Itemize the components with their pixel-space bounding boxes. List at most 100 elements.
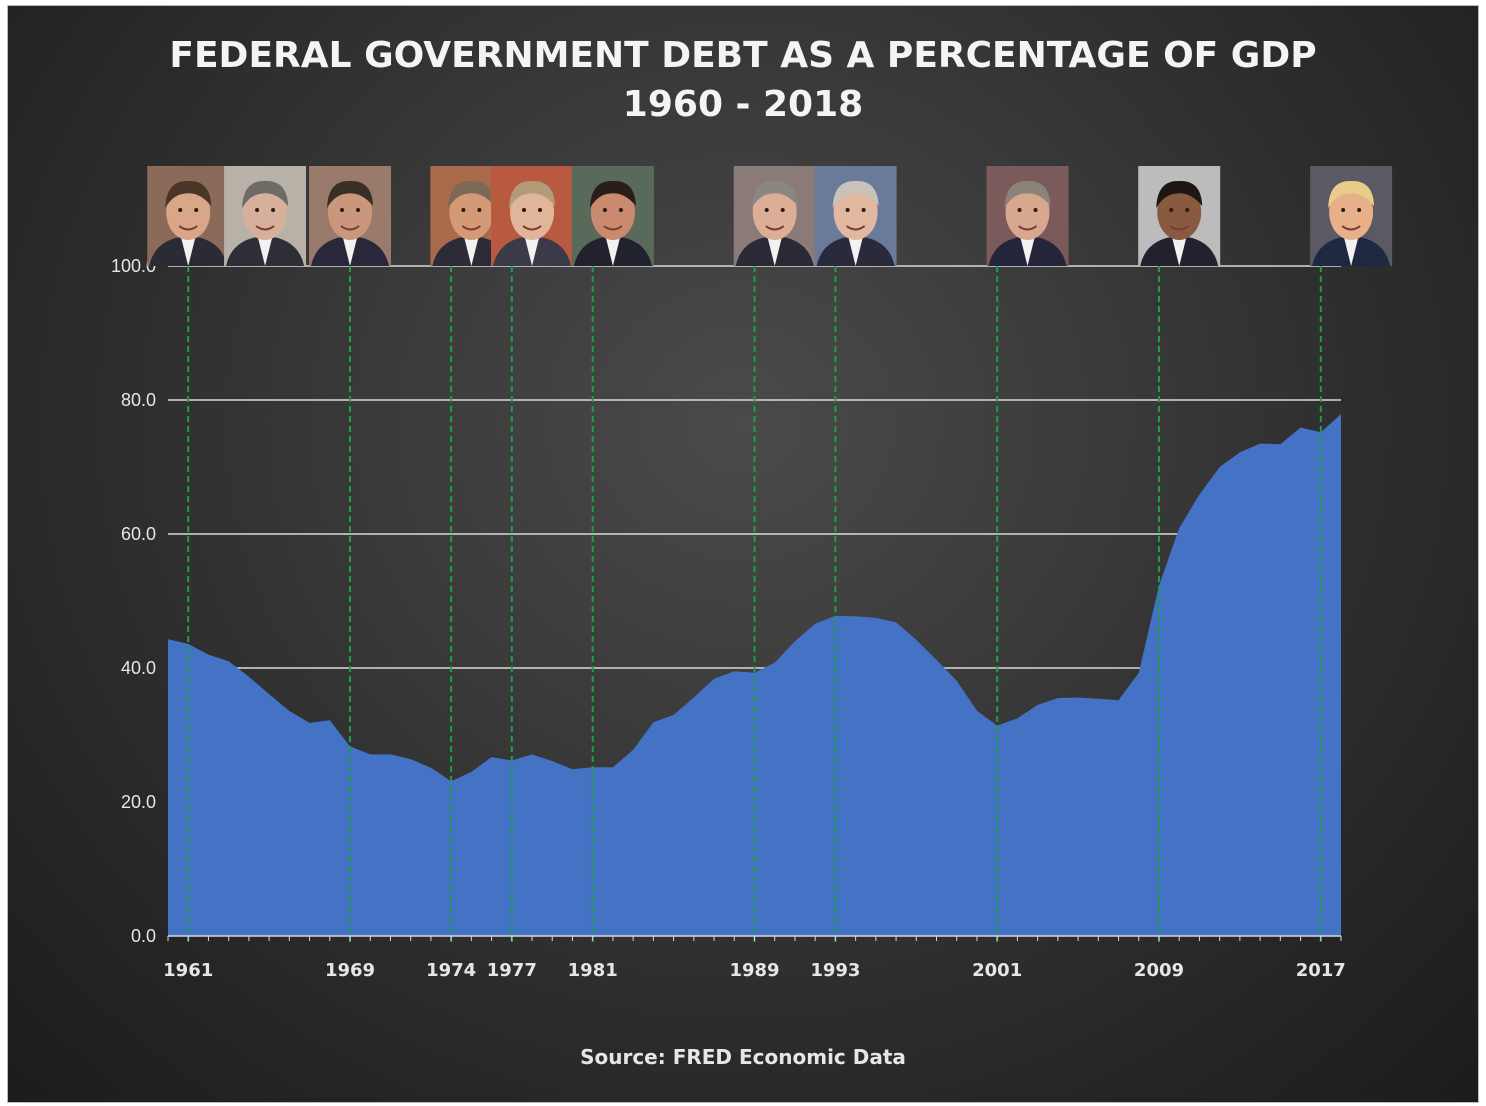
y-tick-label: 100.0: [111, 256, 156, 276]
president-portrait: [733, 166, 816, 266]
portrait-eye: [477, 208, 482, 212]
x-tick-label: 1961: [163, 960, 213, 981]
portrait-collar: [464, 238, 479, 266]
y-tick-label: 60.0: [121, 524, 156, 544]
x-tick-label: 1974: [426, 960, 476, 981]
president-portrait: [814, 166, 897, 266]
portrait-collar: [605, 238, 620, 266]
portrait-eye: [764, 208, 769, 212]
portrait-mouth: [1169, 225, 1189, 231]
chart-svg: FEDERAL GOVERNMENT DEBT AS A PERCENTAGE …: [111, 35, 1393, 1069]
portrait-mouth: [846, 225, 866, 231]
x-tick-label: 1969: [325, 960, 375, 981]
portrait-hair: [832, 180, 879, 208]
portrait-face: [833, 184, 878, 240]
plot-area: [168, 414, 1341, 937]
x-tick-label: 2009: [1134, 960, 1184, 981]
portrait-eye: [178, 208, 183, 212]
portrait-hair: [1004, 180, 1051, 208]
president-portrait: [491, 166, 574, 266]
portrait-eye: [522, 208, 527, 212]
x-tick-label: 2017: [1296, 960, 1346, 981]
portrait-eye: [1185, 208, 1190, 212]
portrait-eye: [1357, 208, 1362, 212]
x-tick-label: 1989: [729, 960, 779, 981]
president-portrait: [986, 166, 1069, 266]
portrait-face: [449, 184, 494, 240]
portrait-collar: [848, 238, 863, 266]
portrait-mouth: [178, 225, 198, 231]
portrait-hair: [1156, 180, 1203, 208]
portrait-eye: [356, 208, 361, 212]
portrait-eye: [602, 208, 607, 212]
president-portrait: [224, 166, 307, 266]
portrait-face: [166, 184, 211, 240]
portrait-mouth: [340, 225, 360, 231]
portrait-eye: [255, 208, 260, 212]
portrait-hair: [242, 180, 289, 208]
transition-markers: [187, 266, 1322, 946]
source-note: Source: FRED Economic Data: [580, 1045, 906, 1069]
portrait-mouth: [603, 225, 623, 231]
portrait-collar: [258, 238, 273, 266]
x-tick-label: 2001: [972, 960, 1022, 981]
portrait-hair: [165, 180, 212, 208]
portrait-hair: [751, 180, 798, 208]
portrait-collar: [1020, 238, 1035, 266]
portrait-collar: [1344, 238, 1359, 266]
portrait-mouth: [255, 225, 275, 231]
y-tick-label: 40.0: [121, 658, 156, 678]
portrait-face: [1005, 184, 1050, 240]
portrait-eye: [618, 208, 623, 212]
x-tick-label: 1977: [487, 960, 537, 981]
portrait-eye: [1341, 208, 1346, 212]
portrait-eye: [1017, 208, 1022, 212]
chart-title: FEDERAL GOVERNMENT DEBT AS A PERCENTAGE …: [169, 35, 1316, 76]
portrait-face: [752, 184, 797, 240]
chart-frame: FEDERAL GOVERNMENT DEBT AS A PERCENTAGE …: [8, 6, 1478, 1102]
y-tick-label: 20.0: [121, 792, 156, 812]
portrait-hair: [327, 180, 374, 208]
portrait-collar: [1172, 238, 1187, 266]
president-portrait: [309, 166, 392, 266]
chart-subtitle: 1960 - 2018: [623, 84, 863, 125]
portrait-mouth: [522, 225, 542, 231]
portrait-face: [243, 184, 288, 240]
portrait-mouth: [1017, 225, 1038, 231]
portrait-eye: [271, 208, 276, 212]
president-portrait: [1310, 166, 1393, 266]
x-tick-label: 1993: [810, 960, 860, 981]
portrait-hair: [1328, 180, 1375, 208]
portrait-hair: [448, 180, 495, 208]
portrait-face: [1329, 184, 1374, 240]
portrait-face: [328, 184, 373, 240]
portrait-collar: [181, 238, 196, 266]
portrait-collar: [343, 238, 358, 266]
portrait-eye: [538, 208, 543, 212]
portrait-eye: [861, 208, 866, 212]
portraits: [147, 166, 1393, 266]
president-portrait: [1138, 166, 1221, 266]
portrait-mouth: [461, 225, 481, 231]
portrait-hair: [589, 180, 636, 208]
y-tick-label: 0.0: [131, 926, 156, 946]
portrait-face: [1157, 184, 1202, 240]
portrait-eye: [845, 208, 850, 212]
portrait-eye: [780, 208, 785, 212]
portrait-eye: [1033, 208, 1038, 212]
president-portrait: [147, 166, 230, 266]
y-tick-label: 80.0: [121, 390, 156, 410]
president-portrait: [571, 166, 654, 266]
portrait-collar: [525, 238, 540, 266]
x-tick-label: 1981: [568, 960, 618, 981]
portrait-mouth: [1341, 225, 1361, 231]
portrait-face: [510, 184, 555, 240]
portrait-eye: [461, 208, 466, 212]
portrait-hair: [509, 180, 556, 208]
debt-area-series: [168, 414, 1341, 937]
portrait-face: [590, 184, 635, 240]
axes: 0.0 20.0 40.0 60.0 80.0 100.0 1961 1969 1974 1977…: [111, 256, 1346, 981]
portrait-eye: [340, 208, 345, 212]
portrait-mouth: [765, 225, 785, 231]
portrait-eye: [194, 208, 199, 212]
